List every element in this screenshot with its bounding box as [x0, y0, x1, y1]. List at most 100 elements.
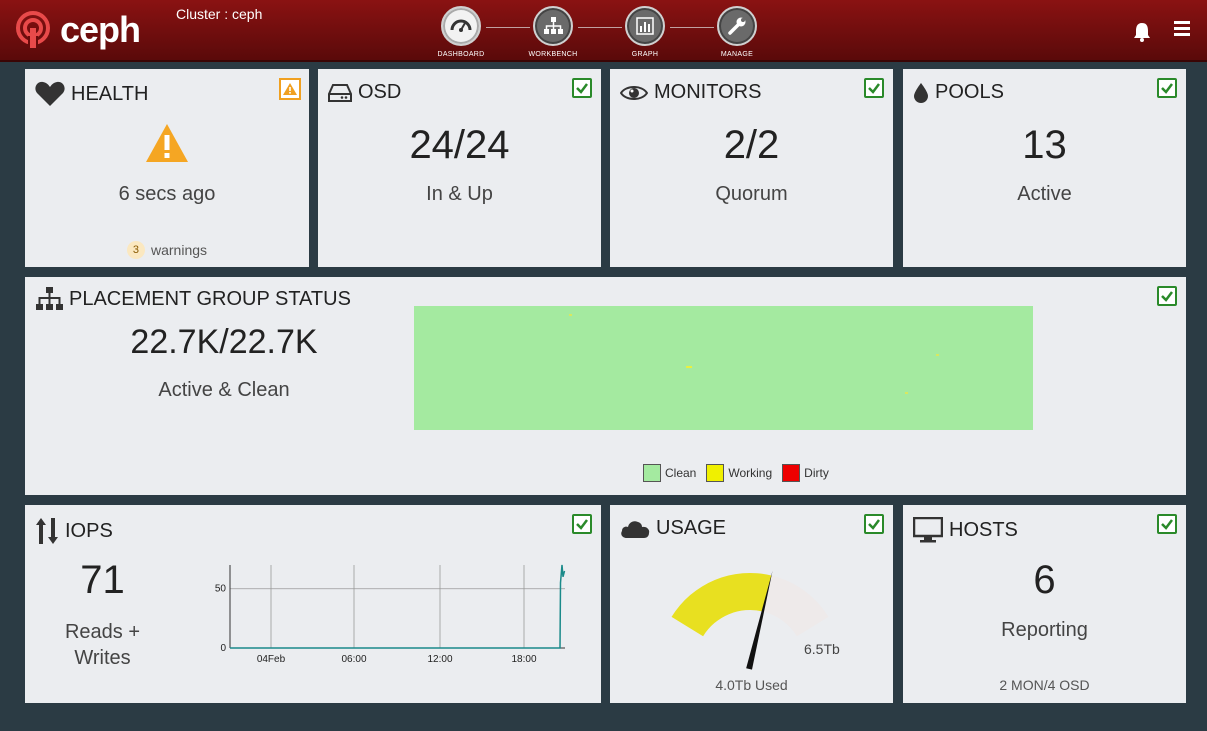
monitors-status-text: Quorum — [715, 183, 788, 205]
hosts-status-text: Reporting — [1001, 619, 1088, 641]
cluster-name: Cluster : ceph — [176, 6, 263, 22]
usage-used-text: 4.0Tb Used — [715, 677, 788, 693]
osd-status-text: In & Up — [426, 183, 493, 205]
sitemap-icon — [544, 17, 563, 34]
nav-dashboard[interactable]: DASHBOARD — [431, 6, 491, 58]
menu-button[interactable] — [1174, 20, 1190, 41]
hosts-title: HOSTS — [913, 517, 1018, 543]
iops-value: 71 — [80, 558, 125, 602]
pools-status-check — [1157, 78, 1177, 98]
notifications-button[interactable] — [1133, 22, 1151, 47]
ceph-logo[interactable]: ceph — [14, 9, 141, 50]
iops-chart[interactable]: 04Feb 06:00 12:00 18:00 0 50 — [205, 560, 575, 670]
pools-status-text: Active — [1017, 183, 1072, 205]
osd-card[interactable]: OSD 24/24 In & Up — [318, 69, 601, 267]
check-icon — [1161, 83, 1173, 94]
osd-status-check — [572, 78, 592, 98]
dashboard-icon — [450, 19, 472, 32]
iops-card[interactable]: IOPS 71 Reads + Writes 04Feb 06:00 12:00 18… — [25, 505, 601, 703]
placement-group-card[interactable]: PLACEMENT GROUP STATUS 22.7K/22.7K Activ… — [25, 277, 1186, 495]
monitors-status-check — [864, 78, 884, 98]
pg-working-cell — [936, 354, 939, 356]
check-icon — [1161, 291, 1173, 302]
usage-card[interactable]: USAGE 6.5Tb 4.0Tb Used — [610, 505, 893, 703]
ceph-logo-icon — [16, 11, 50, 48]
gauge-used-arc — [671, 573, 772, 637]
usage-capacity: 6.5Tb — [804, 641, 840, 657]
heart-icon — [35, 81, 65, 106]
pg-legend: Clean Working Dirty — [643, 464, 839, 482]
pg-working-cell — [686, 366, 692, 368]
monitors-title: MONITORS — [620, 81, 761, 104]
hosts-count: 6 — [1033, 558, 1056, 602]
droplet-icon — [914, 82, 928, 103]
health-title: HEALTH — [35, 81, 148, 107]
hosts-card[interactable]: HOSTS 6 Reporting 2 MON/4 OSD — [903, 505, 1186, 703]
x-tick-label: 04Feb — [257, 654, 286, 665]
check-icon — [1161, 519, 1173, 530]
monitors-card[interactable]: MONITORS 2/2 Quorum — [610, 69, 893, 267]
check-icon — [868, 83, 880, 94]
warnings-summary[interactable]: 3 warnings — [25, 241, 309, 259]
y-tick-label: 0 — [220, 643, 226, 654]
check-icon — [576, 83, 588, 94]
legend-clean: Clean — [643, 464, 696, 482]
warning-icon — [283, 83, 297, 95]
warning-status-badge — [279, 78, 301, 100]
wrench-icon — [728, 17, 746, 35]
usage-title: USAGE — [620, 517, 726, 540]
pools-title: POOLS — [913, 81, 1004, 104]
nav-manage[interactable]: MANAGE — [707, 6, 767, 58]
check-icon — [868, 519, 880, 530]
up-down-arrows-icon — [36, 518, 58, 544]
usage-gauge — [671, 570, 829, 670]
warning-count-badge: 3 — [126, 241, 145, 259]
pools-card[interactable]: POOLS 13 Active — [903, 69, 1186, 267]
bar-chart-icon — [636, 17, 654, 35]
nav-manage-label: MANAGE — [720, 51, 754, 58]
legend-clean-swatch — [643, 464, 661, 482]
monitor-icon — [913, 517, 943, 543]
warning-large-icon — [146, 124, 188, 162]
gauge-needle — [746, 570, 773, 670]
pg-title: PLACEMENT GROUP STATUS — [35, 287, 351, 311]
nav-workbench[interactable]: WORKBENCH — [523, 6, 583, 58]
pg-status-check — [1157, 286, 1177, 306]
nav-connector — [670, 27, 714, 28]
logo-text: ceph — [60, 9, 141, 50]
bell-icon — [1134, 23, 1150, 42]
y-tick-label: 50 — [215, 584, 227, 595]
nav-connector — [486, 27, 530, 28]
pg-heatmap[interactable] — [414, 306, 1033, 430]
eye-icon — [620, 85, 648, 100]
iops-title: IOPS — [35, 517, 113, 545]
legend-dirty-swatch — [782, 464, 801, 482]
osd-count: 24/24 — [409, 123, 510, 167]
legend-working-swatch — [706, 464, 725, 482]
health-card[interactable]: HEALTH 6 secs ago 3 warnings — [25, 69, 309, 267]
nav-graph[interactable]: GRAPH — [615, 6, 675, 58]
cloud-icon — [621, 520, 650, 538]
top-header: ceph Cluster : ceph DASHBOARD — [0, 0, 1207, 62]
pg-status-text: Active & Clean — [158, 379, 290, 401]
pg-working-cell — [905, 392, 908, 394]
x-tick-label: 06:00 — [341, 654, 366, 665]
osd-title: OSD — [328, 81, 401, 104]
hosts-detail: 2 MON/4 OSD — [999, 677, 1090, 693]
hard-drive-icon — [328, 83, 352, 102]
pg-count: 22.7K/22.7K — [130, 323, 318, 361]
iops-status-check — [572, 514, 592, 534]
iops-label: Reads + Writes — [64, 621, 141, 669]
usage-status-check — [864, 514, 884, 534]
pg-working-cell — [569, 314, 572, 316]
gauge-free-arc — [762, 575, 829, 637]
monitors-count: 2/2 — [723, 123, 780, 167]
pools-count: 13 — [1022, 123, 1067, 167]
warnings-label: warnings — [150, 242, 208, 258]
nav-graph-label: GRAPH — [631, 51, 659, 58]
hamburger-icon — [1174, 21, 1190, 36]
health-updated-time: 6 secs ago — [118, 183, 216, 205]
check-icon — [576, 519, 588, 530]
x-tick-label: 12:00 — [427, 654, 452, 665]
